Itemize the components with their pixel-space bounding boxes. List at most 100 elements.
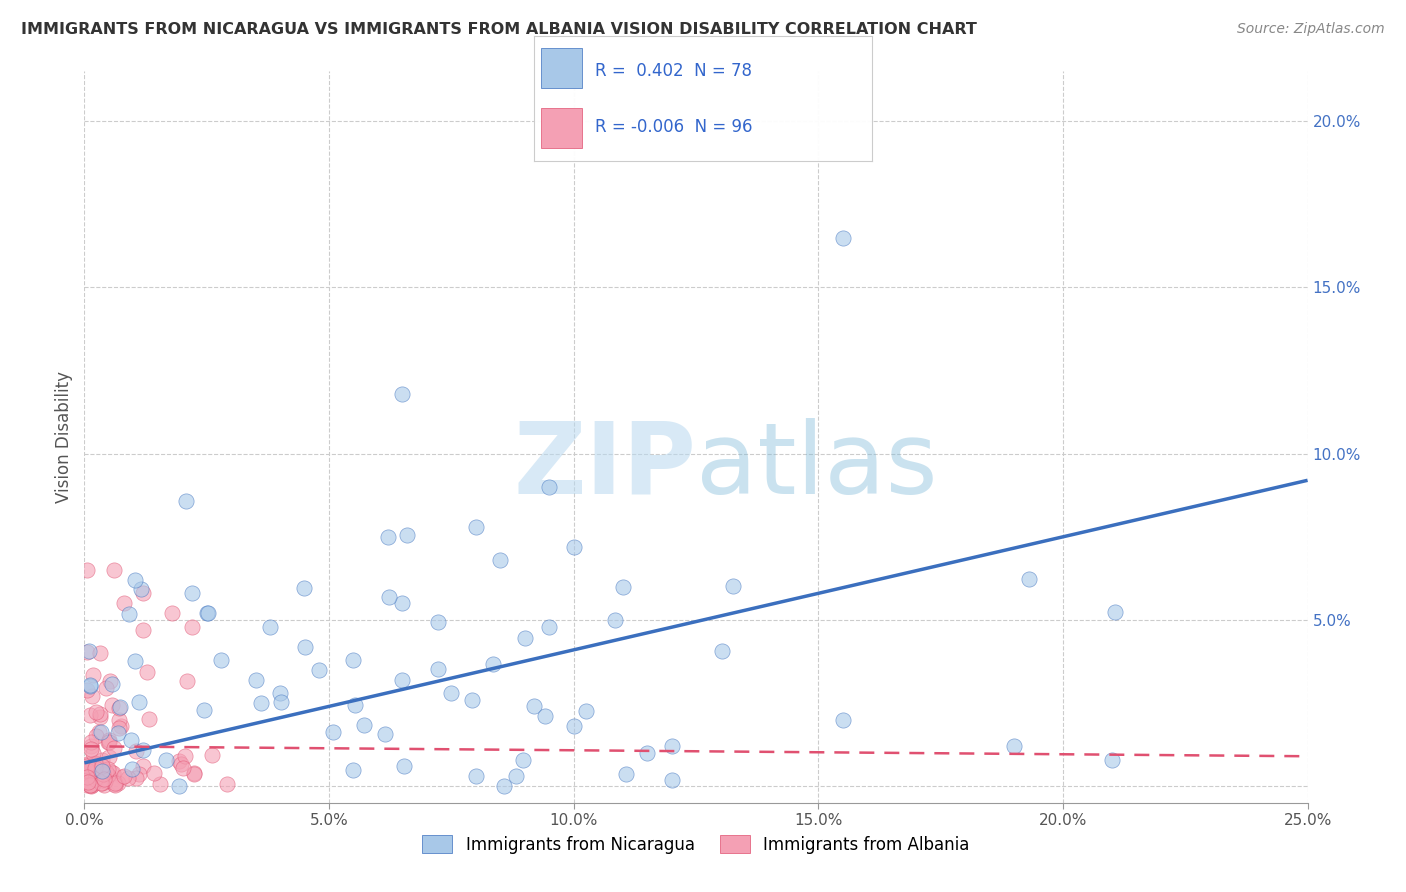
Point (79, 679, 101, 693)
Point (76, 645, 98, 659)
Text: R =  0.402  N = 78: R = 0.402 N = 78 (595, 62, 752, 79)
Point (98, 750, 121, 764)
Point (342, 763, 364, 777)
Point (94, 764, 117, 779)
Point (124, 573, 146, 587)
Point (464, 769, 486, 783)
Point (108, 700, 131, 714)
Point (661, 772, 683, 787)
Point (80, 779, 103, 793)
Point (215, 777, 238, 791)
Point (108, 713, 131, 727)
Point (124, 654, 146, 668)
Point (93, 778, 115, 792)
Point (180, 586, 202, 600)
Point (378, 590, 401, 604)
Point (112, 596, 135, 610)
Point (270, 695, 292, 709)
Point (91, 776, 114, 790)
Point (174, 494, 197, 508)
Point (427, 615, 450, 629)
Point (395, 528, 418, 542)
Point (392, 759, 415, 773)
Point (377, 530, 399, 544)
Point (461, 693, 484, 707)
Point (538, 619, 561, 633)
Point (104, 776, 127, 790)
Point (183, 766, 205, 780)
Point (181, 619, 204, 633)
Point (91, 767, 114, 781)
Point (374, 727, 396, 741)
Text: atlas: atlas (696, 417, 938, 515)
Point (108, 721, 131, 735)
Point (129, 582, 152, 597)
Point (505, 769, 527, 783)
Point (87, 725, 110, 739)
Point (612, 580, 634, 594)
Point (128, 696, 150, 710)
Point (103, 740, 125, 755)
Point (249, 696, 271, 710)
Point (80, 734, 103, 748)
Point (172, 761, 194, 775)
Point (149, 777, 172, 791)
Point (87, 771, 110, 785)
Point (82, 759, 104, 773)
Point (391, 673, 413, 687)
Point (93, 772, 115, 787)
Point (79, 678, 101, 692)
Point (201, 748, 224, 763)
Point (513, 631, 536, 645)
Point (90, 759, 112, 773)
Text: R = -0.006  N = 96: R = -0.006 N = 96 (595, 118, 752, 136)
Point (117, 771, 139, 785)
Point (76, 775, 98, 789)
Point (83, 775, 105, 789)
Point (80, 778, 103, 792)
Point (76, 763, 98, 777)
Point (79, 778, 101, 792)
Point (512, 753, 534, 767)
Point (710, 644, 733, 658)
Point (117, 607, 139, 621)
Point (91, 765, 114, 780)
Point (79, 742, 101, 756)
Point (831, 713, 853, 727)
Point (440, 686, 463, 700)
Point (562, 719, 585, 733)
Point (76, 759, 98, 773)
Point (183, 766, 205, 780)
Point (155, 753, 177, 767)
Point (89, 646, 111, 660)
Point (84, 729, 107, 743)
Point (89, 706, 111, 721)
Point (110, 719, 132, 733)
Point (76, 757, 98, 772)
Point (294, 581, 316, 595)
Point (101, 676, 124, 690)
Point (661, 739, 683, 754)
Point (132, 759, 155, 773)
Point (94, 773, 117, 788)
Point (575, 705, 598, 719)
Point (83, 772, 105, 787)
Point (342, 653, 364, 667)
Point (84, 756, 107, 770)
Point (391, 387, 413, 401)
Point (79, 778, 101, 792)
Point (176, 673, 198, 688)
Point (84, 763, 107, 777)
Point (1018, 572, 1040, 586)
Point (94, 681, 117, 695)
Point (138, 712, 160, 726)
Point (97, 768, 120, 782)
Point (831, 230, 853, 244)
Point (76, 771, 98, 785)
Point (100, 698, 122, 712)
Point (721, 579, 744, 593)
Point (259, 619, 281, 633)
Point (167, 779, 190, 793)
Point (76, 778, 98, 792)
Point (103, 777, 125, 791)
